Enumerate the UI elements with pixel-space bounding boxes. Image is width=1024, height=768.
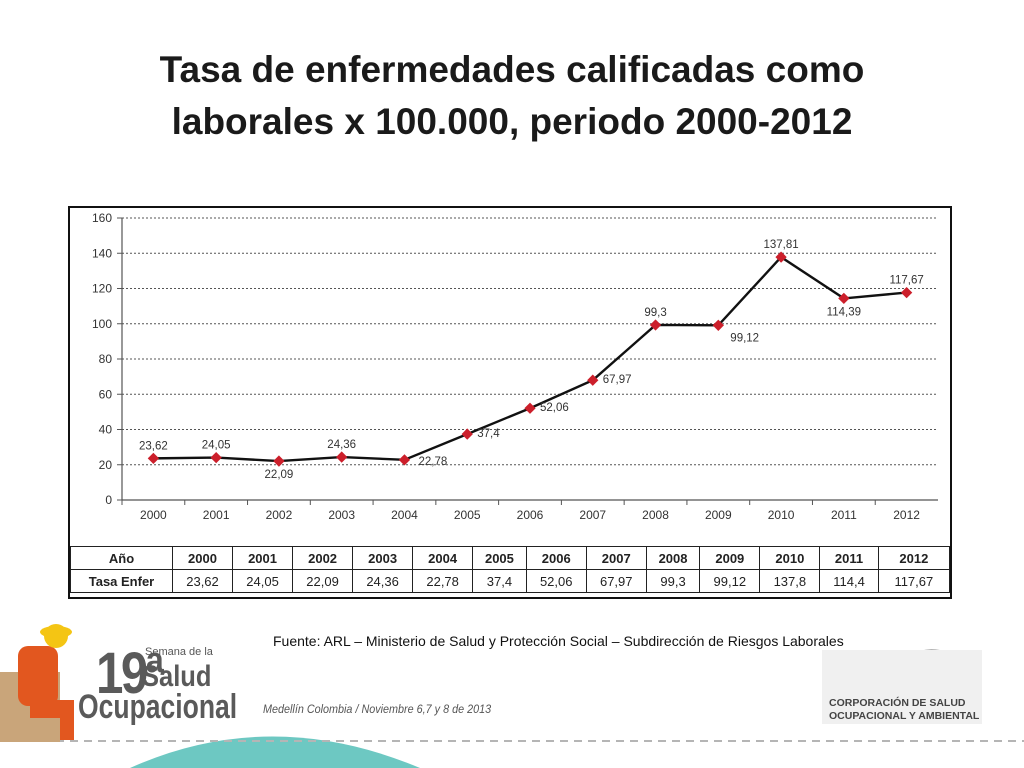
table-row-values: Tasa Enfer 23,62 24,05 22,09 24,36 22,78 37,4…	[70, 569, 951, 593]
teal-arc-decoration	[130, 736, 420, 768]
title-line-1: Tasa de enfermedades calificadas como	[159, 49, 865, 90]
y-tick-label: 80	[99, 352, 113, 366]
corp-logo	[822, 650, 982, 724]
chart-frame: 0 20 40 60 80 100 120 140 160 2000 2001 2002 2003 200…	[68, 206, 952, 599]
data-label: 24,36	[327, 439, 356, 451]
data-label: 22,78	[418, 456, 447, 468]
data-label: 137,81	[763, 239, 798, 251]
y-tick-label: 140	[92, 246, 112, 260]
table-row-years: Año 2000 2001 2002 2003 2004 2005 2006 2007 2008…	[70, 546, 951, 570]
y-tick-label: 60	[99, 387, 113, 401]
table-cell-year: 2010	[759, 546, 821, 570]
table-cell-value: 137,8	[759, 569, 821, 593]
table-cell-year: 2011	[819, 546, 879, 570]
x-tick-label: 2004	[391, 508, 418, 522]
x-tick-label: 2008	[642, 508, 669, 522]
data-table: Año 2000 2001 2002 2003 2004 2005 2006 2007 2008…	[70, 546, 951, 593]
event-logo-ocupacional: Ocupacional	[78, 688, 238, 726]
x-tick-label: 2012	[893, 508, 920, 522]
data-point	[775, 251, 787, 263]
table-header-year: Año	[70, 546, 173, 570]
table-cell-year: 2007	[585, 546, 647, 570]
table-cell-year: 2002	[292, 546, 354, 570]
data-point	[398, 454, 411, 466]
table-cell-value: 117,67	[877, 569, 951, 593]
corp-name-line-1: CORPORACIÓN DE SALUD	[829, 697, 966, 709]
data-point	[587, 374, 599, 386]
data-label: 99,3	[644, 307, 666, 319]
x-tick-label: 2001	[203, 508, 230, 522]
title-line-2: laborales x 100.000, periodo 2000-2012	[171, 101, 853, 142]
y-tick-label: 100	[92, 317, 112, 331]
table-cell-value: 99,3	[645, 569, 701, 593]
data-label: 22,09	[265, 469, 294, 481]
x-tick-label: 2007	[579, 508, 606, 522]
event-place-date: Medellín Colombia / Noviembre 6,7 y 8 de…	[263, 702, 492, 716]
y-tick-label: 160	[92, 211, 112, 225]
y-tick-label: 0	[105, 493, 112, 507]
table-cell-value: 67,97	[585, 569, 647, 593]
table-header-rate: Tasa Enfer	[70, 569, 173, 593]
event-logo-week: Semana de la	[145, 646, 213, 658]
data-label: 67,97	[603, 374, 632, 386]
table-cell-value: 24,36	[352, 569, 414, 593]
table-cell-year: 2009	[699, 546, 761, 570]
data-label: 37,4	[477, 428, 500, 440]
table-cell-value: 52,06	[525, 569, 587, 593]
table-cell-value: 114,4	[819, 569, 879, 593]
table-cell-year: 2001	[232, 546, 294, 570]
data-point	[336, 451, 348, 463]
y-tick-label: 120	[92, 282, 112, 296]
table-cell-year: 2004	[412, 546, 474, 570]
event-logo-number: 19ª	[96, 641, 164, 706]
table-cell-value: 99,12	[699, 569, 761, 593]
data-point	[147, 452, 160, 465]
x-tick-label: 2002	[266, 508, 293, 522]
data-label: 114,39	[827, 306, 861, 318]
x-tick-label: 2000	[140, 508, 167, 522]
x-tick-label: 2006	[517, 508, 544, 522]
line-chart: 0 20 40 60 80 100 120 140 160 2000 2001 2002 2003 200…	[92, 211, 938, 522]
data-point	[210, 451, 222, 464]
y-tick-label: 20	[99, 458, 113, 472]
corp-name-line-2: OCUPACIONAL Y AMBIENTAL	[829, 710, 980, 722]
table-cell-year: 2012	[877, 546, 951, 570]
slide-title: Tasa de enfermedades calificadas como la…	[0, 44, 1024, 148]
data-label: 52,06	[540, 402, 569, 414]
table-cell-year: 2005	[472, 546, 527, 570]
data-point	[273, 455, 285, 467]
table-cell-year: 2008	[645, 546, 701, 570]
table-cell-value: 22,78	[412, 569, 474, 593]
event-logo-salud: Salud	[142, 660, 212, 693]
data-point	[524, 402, 536, 414]
x-tick-label: 2011	[831, 508, 857, 522]
x-tick-label: 2003	[328, 508, 355, 522]
x-tick-label: 2009	[705, 508, 732, 522]
x-tick-label: 2005	[454, 508, 481, 522]
data-label: 23,62	[139, 440, 168, 452]
table-cell-value: 22,09	[292, 569, 354, 593]
table-cell-year: 2003	[352, 546, 414, 570]
table-cell-year: 2006	[525, 546, 587, 570]
y-tick-label: 40	[99, 423, 113, 437]
data-label: 24,05	[202, 440, 231, 452]
worker-illustration	[0, 624, 74, 742]
table-cell-value: 24,05	[232, 569, 294, 593]
x-tick-label: 2010	[768, 508, 795, 522]
data-point	[649, 319, 662, 331]
table-cell-value: 37,4	[472, 569, 527, 593]
source-note: Fuente: ARL – Ministerio de Salud y Prot…	[273, 633, 844, 649]
data-point	[461, 428, 473, 440]
data-label: 99,12	[730, 332, 759, 344]
table-cell-year: 2000	[171, 546, 234, 570]
data-label: 117,67	[889, 275, 923, 287]
table-cell-value: 23,62	[171, 569, 234, 593]
